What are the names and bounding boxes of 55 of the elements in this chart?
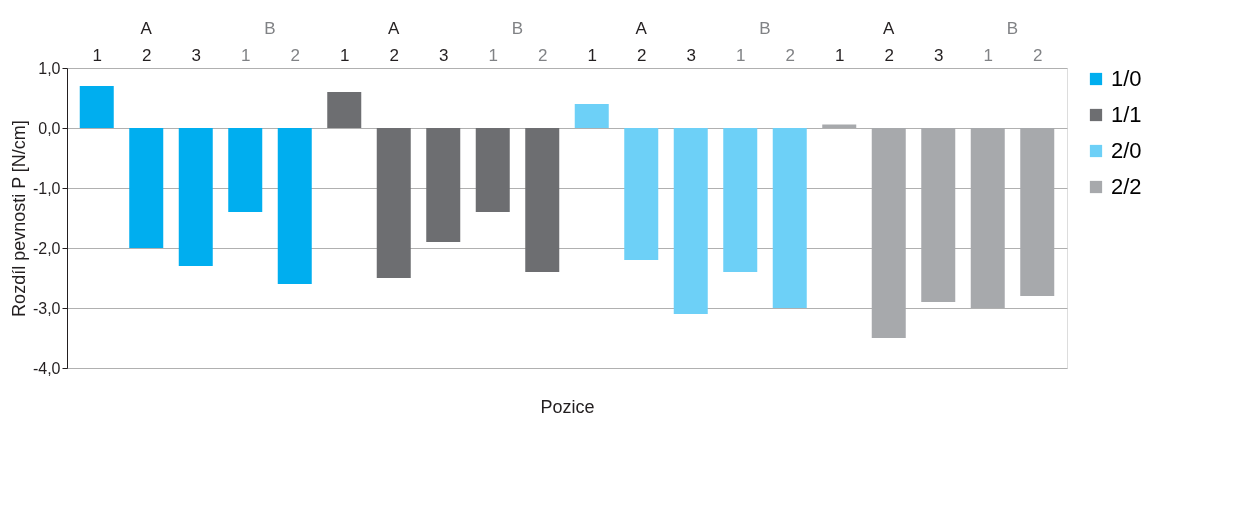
text: B [264, 19, 276, 38]
x-tick-label: 2 [389, 45, 399, 65]
x-tick-label: 2 [142, 45, 152, 65]
bar [376, 128, 411, 278]
text: B [759, 19, 771, 38]
legend-label: 2/0 [1111, 138, 1142, 163]
bar [228, 128, 263, 212]
x-tick-label: 2 [538, 45, 548, 65]
bar [772, 128, 807, 308]
bar [525, 128, 560, 272]
bar [475, 128, 510, 212]
x-tick-label: 3 [439, 45, 449, 65]
bar [574, 104, 609, 128]
bar [723, 128, 758, 272]
y-tick-label: -3,0 [32, 299, 61, 317]
text: B [511, 19, 524, 38]
y-tick-label: -1,0 [32, 179, 61, 197]
text: A [883, 19, 896, 38]
x-tick-label: 1 [736, 45, 746, 65]
text: A [140, 19, 153, 38]
bar [624, 128, 659, 260]
x-tick-label: 3 [191, 45, 201, 65]
bar [673, 128, 708, 314]
y-tick-label: 0,0 [38, 119, 61, 137]
bar [327, 92, 362, 128]
y-tick-label: -4,0 [32, 359, 61, 377]
x-tick-label: 1 [92, 45, 102, 65]
x-tick-label: 1 [241, 45, 251, 65]
x-tick-label: 1 [587, 45, 597, 65]
x-tick-label: 1 [488, 45, 498, 65]
x-tick-label: 2 [785, 45, 795, 65]
legend-label: 1/1 [1111, 102, 1142, 127]
x-tick-label: 1 [983, 45, 993, 65]
text: B [1006, 19, 1019, 38]
text: A [388, 19, 401, 38]
x-tick-label: 2 [884, 45, 894, 65]
y-tick-label: 1,0 [38, 59, 61, 77]
x-tick-label: 3 [686, 45, 696, 65]
x-axis-title: Pozice [540, 396, 595, 417]
bar [277, 128, 312, 284]
bar [129, 128, 164, 248]
legend-label: 2/2 [1111, 174, 1142, 199]
x-tick-label: 2 [637, 45, 647, 65]
x-tick-label: 2 [1033, 45, 1043, 65]
x-tick-label: 3 [934, 45, 944, 65]
legend-label: 1/0 [1111, 66, 1142, 91]
y-tick-label: -2,0 [32, 239, 61, 257]
x-tick-label: 1 [340, 45, 350, 65]
x-tick-label: 1 [835, 45, 845, 65]
text: A [635, 19, 648, 38]
bar [426, 128, 461, 242]
y-axis-title: Rozdíl pevnosti P [N/cm] [8, 120, 29, 317]
bar [79, 86, 114, 128]
x-tick-label: 2 [290, 45, 300, 65]
bar [178, 128, 213, 266]
